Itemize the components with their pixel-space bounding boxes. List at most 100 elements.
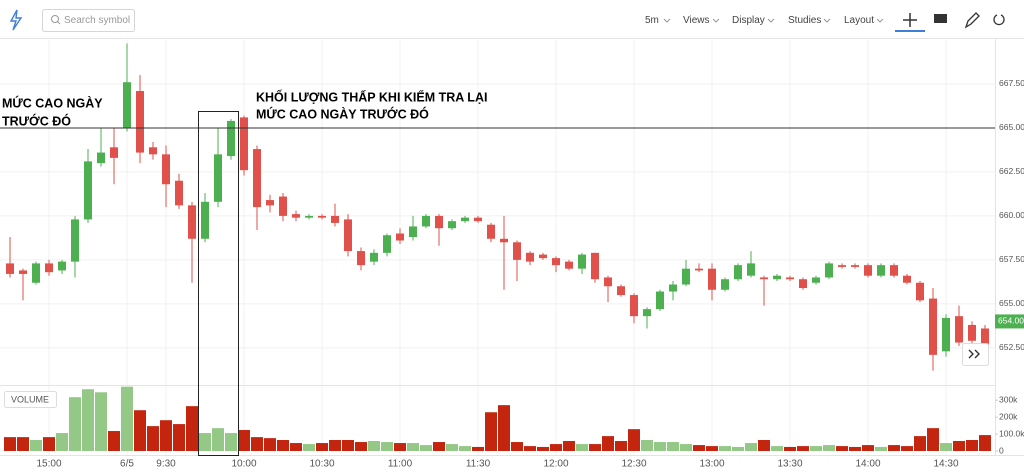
candle-body [45, 263, 53, 273]
candle-body [487, 224, 495, 239]
candle-body [682, 268, 690, 285]
candle-body [149, 147, 157, 155]
volume-bar [394, 443, 406, 451]
candle-body [942, 317, 950, 352]
candle-body [97, 152, 105, 164]
y-tick-label: 655.00 [999, 298, 1024, 308]
volume-bar [901, 446, 913, 451]
volume-bar [745, 443, 757, 451]
comment-tool[interactable] [934, 14, 947, 23]
volume-bar [30, 440, 42, 451]
volume-bar [693, 445, 705, 451]
volume-bar [836, 446, 848, 451]
volume-bar [173, 424, 185, 451]
candle-body [565, 261, 573, 269]
candle-body [266, 200, 274, 206]
candle-body [630, 295, 638, 317]
x-tick-label: 12:30 [621, 459, 646, 470]
volume-bar [849, 446, 861, 451]
candle-body [773, 275, 781, 280]
menu-button[interactable]: Display [732, 15, 765, 26]
crosshair-tool[interactable] [903, 13, 917, 27]
x-tick-label: 13:00 [699, 459, 724, 470]
candle-body [786, 277, 794, 280]
toolbar: Search symbol 5m Views Display Studies L… [0, 9, 1024, 39]
plot [0, 40, 995, 455]
x-tick-label: 13:30 [777, 459, 802, 470]
search-box[interactable] [42, 9, 135, 32]
search-icon [57, 21, 61, 25]
candle-body [84, 161, 92, 220]
x-tick-label: 9:30 [156, 459, 176, 470]
volume-bar [368, 441, 380, 451]
x-tick-label: 12:00 [543, 459, 568, 470]
volume-bar [628, 429, 640, 451]
candle-body [357, 251, 365, 266]
volume-bar [43, 437, 55, 451]
candle-body [162, 154, 170, 185]
volume-bar [17, 437, 29, 451]
volume-bar [537, 446, 549, 451]
candle-body [344, 219, 352, 252]
volume-bar [121, 386, 133, 451]
volume-bar [290, 443, 302, 451]
volume-bar [563, 441, 575, 451]
volume-bar [108, 431, 120, 451]
volume-bar [212, 428, 224, 451]
scroll-icon [968, 349, 980, 359]
volume-bar [862, 445, 874, 451]
y-tick-label: 662.50 [999, 166, 1024, 176]
volume-bar [966, 440, 978, 451]
menu-button[interactable]: Studies [788, 15, 821, 26]
highlight-box [198, 111, 239, 456]
volume-bar [589, 444, 601, 451]
x-tick-label: 14:00 [855, 459, 880, 470]
candle-body [890, 265, 898, 276]
volume-badge [4, 391, 57, 408]
annotation: TRƯỚC ĐÓ [2, 113, 71, 128]
candle-body [318, 215, 326, 218]
menu-button[interactable]: Layout [844, 15, 874, 26]
volume-bar [355, 442, 367, 451]
candle-body [305, 215, 313, 218]
candle-body [643, 309, 651, 317]
x-tick-label: 11:30 [466, 459, 491, 470]
candle-body [604, 277, 612, 287]
candle-body [110, 147, 118, 158]
volume-bar [225, 433, 237, 451]
candle-body [422, 215, 430, 227]
search-icon [51, 15, 59, 23]
volume-bar [472, 446, 484, 451]
volume-bar [485, 412, 497, 451]
x-tick-label: 10:00 [231, 459, 256, 470]
volume-bar [238, 430, 250, 451]
volume-bar [251, 437, 263, 451]
volume-bar [641, 440, 653, 451]
candle-body [461, 217, 469, 222]
volume-bar [498, 405, 510, 451]
candle-body [292, 214, 300, 218]
candle-body [656, 291, 664, 310]
menu-button[interactable]: Views [683, 15, 710, 26]
candle-body [734, 265, 742, 280]
candle-body [123, 82, 131, 128]
volume-bar [654, 442, 666, 451]
candle-body [526, 252, 534, 262]
volume-label: VOLUME [11, 394, 49, 404]
candle-body [721, 279, 729, 290]
scroll-button[interactable] [962, 343, 989, 366]
interval-button[interactable]: 5m [645, 15, 659, 26]
volume-bar [953, 441, 965, 451]
reset-tool[interactable] [993, 14, 1005, 26]
volume-bar [680, 444, 692, 451]
chevrons [663, 18, 884, 23]
draw-tool[interactable] [964, 12, 980, 29]
volume-bar [784, 446, 796, 451]
volume-bar [147, 426, 159, 451]
y-tick-label: 652.50 [999, 342, 1024, 352]
logo-icon[interactable] [9, 9, 23, 31]
search-placeholder: Search symbol [64, 15, 130, 26]
candle-body [19, 270, 27, 274]
candle-body [864, 265, 872, 276]
